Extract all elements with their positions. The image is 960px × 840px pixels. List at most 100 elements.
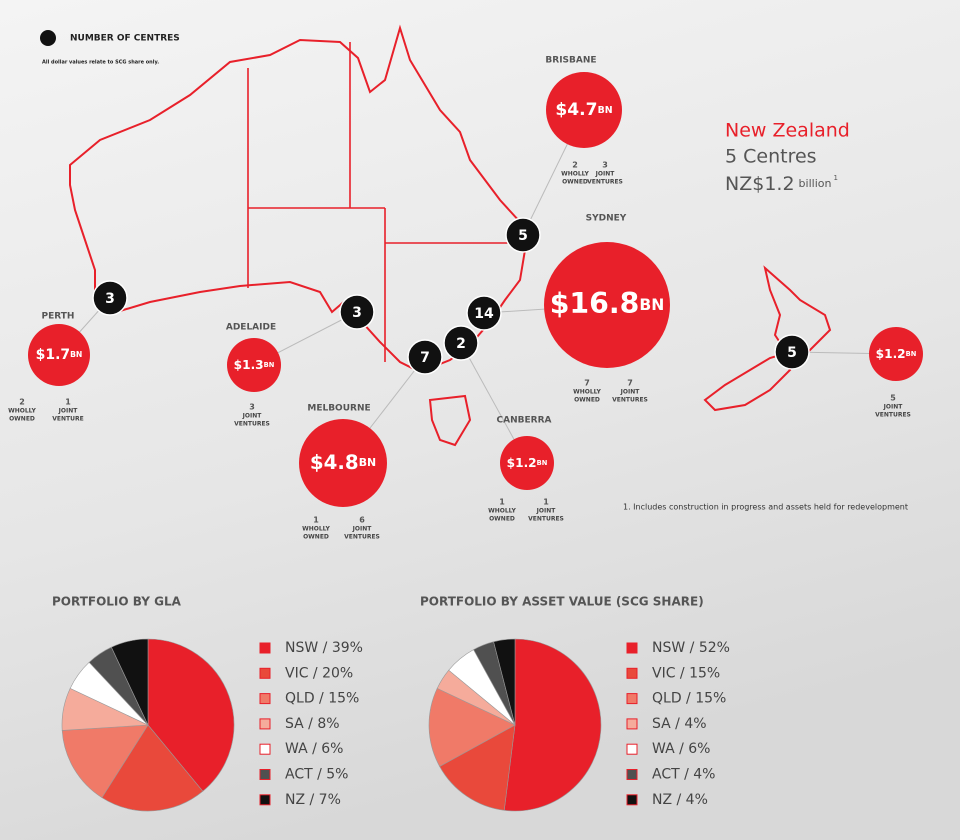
count-number: 2	[19, 398, 25, 407]
legend-label: SA / 8%	[285, 716, 340, 732]
legend-note: All dollar values relate to SCG share on…	[42, 60, 159, 66]
city-name: BRISBANE	[545, 56, 596, 66]
count-label: OWNED	[574, 397, 600, 404]
count-number: 7	[584, 379, 590, 388]
legend-label: NUMBER OF CENTRES	[70, 34, 180, 44]
amount: $1.7	[36, 347, 70, 363]
centre-count: 14	[474, 306, 494, 322]
legend-label: NSW / 39%	[285, 640, 363, 656]
count-label: OWNED	[562, 179, 588, 186]
count-label: WHOLLY	[302, 526, 330, 533]
bubble	[544, 242, 670, 368]
bubble	[546, 72, 622, 148]
legend-label: ACT / 4%	[652, 767, 716, 783]
pie-slice	[101, 724, 204, 812]
bubble-value: $16.8BN	[550, 287, 665, 320]
unit: BN	[639, 296, 664, 314]
footnote: 1. Includes construction in progress and…	[623, 503, 908, 512]
legend-swatch	[626, 693, 638, 705]
count-label: OWNED	[303, 534, 329, 541]
count-label: VENTURES	[612, 397, 648, 404]
legend-label: WA / 6%	[285, 741, 343, 757]
amount: $1.2	[876, 347, 906, 361]
bubble	[500, 436, 554, 490]
count-label: JOINT	[620, 389, 641, 396]
centre-marker	[774, 334, 810, 370]
legend-label: SA / 4%	[652, 716, 707, 732]
amount: $1.2	[507, 456, 537, 470]
nz-unit: billion	[799, 177, 832, 190]
legend-dot	[40, 30, 56, 46]
nz-value: NZ$1.2 billion 1	[725, 173, 838, 195]
count-label: VENTURES	[528, 516, 564, 523]
count-label: JOINT	[595, 171, 616, 178]
centre-marker	[92, 280, 128, 316]
count-number: 1	[65, 398, 71, 407]
bubble	[299, 419, 387, 507]
city-name: ADELAIDE	[226, 323, 276, 333]
legend-swatch	[626, 769, 638, 780]
centre-count: 7	[420, 350, 430, 366]
count-number: 1	[499, 498, 505, 507]
city-name: CANBERRA	[497, 416, 552, 426]
bubble-value: $1.3BN	[234, 358, 275, 372]
amount: $4.7	[555, 100, 597, 120]
nz-centres: 5 Centres	[725, 146, 817, 168]
count-label: VENTURES	[875, 412, 911, 419]
centre-count: 3	[105, 291, 115, 307]
amount: $16.8	[550, 287, 640, 320]
legend-label: WA / 6%	[652, 741, 710, 757]
legend-label: VIC / 15%	[652, 665, 720, 681]
centre-count: 3	[352, 305, 362, 321]
pie-slice	[61, 724, 149, 799]
legend-label: NSW / 52%	[652, 640, 730, 656]
legend-label: QLD / 15%	[285, 691, 359, 707]
count-label: JOINT	[58, 408, 79, 415]
bubble-value: $1.2BN	[507, 456, 548, 470]
unit: BN	[359, 456, 376, 469]
city-name: PERTH	[42, 312, 75, 322]
centre-marker	[505, 217, 541, 253]
legend-swatch	[259, 794, 271, 806]
count-label: VENTURE	[52, 416, 83, 423]
centre-marker	[443, 325, 479, 361]
legend-swatch	[626, 794, 638, 806]
legend-label: VIC / 20%	[285, 665, 353, 681]
amount: $1.3	[234, 358, 264, 372]
legend-swatch	[259, 642, 271, 654]
pie-slice	[147, 638, 235, 792]
centre-marker	[339, 294, 375, 330]
count-number: 6	[359, 516, 365, 525]
count-label: WHOLLY	[573, 389, 601, 396]
state-borders	[247, 42, 508, 362]
pie-slice	[503, 638, 602, 812]
unit: BN	[537, 459, 548, 467]
legend-swatch	[259, 743, 271, 755]
centre-count: 2	[456, 336, 466, 352]
bubble-value: $1.7BN	[36, 347, 83, 363]
nz-amount: NZ$1.2	[725, 173, 795, 195]
chart-title: PORTFOLIO BY GLA	[52, 595, 182, 609]
bubble	[28, 324, 90, 386]
count-label: VENTURES	[234, 421, 270, 428]
unit: BN	[70, 350, 82, 359]
count-label: WHOLLY	[488, 508, 516, 515]
legend-swatch	[626, 667, 638, 679]
legend-label: QLD / 15%	[652, 691, 726, 707]
bubble-value: $4.8BN	[310, 451, 376, 474]
unit: BN	[598, 105, 613, 116]
nz-title: New Zealand	[725, 120, 850, 142]
centre-marker	[466, 295, 502, 331]
count-number: 1	[543, 498, 549, 507]
unit: BN	[264, 361, 275, 369]
count-label: OWNED	[489, 516, 515, 523]
bubble-value: $4.7BN	[555, 100, 612, 120]
legend-swatch	[626, 743, 638, 755]
count-number: 7	[627, 379, 633, 388]
city-name: MELBOURNE	[307, 404, 370, 414]
city-name: SYDNEY	[586, 214, 627, 224]
content: $1.7BN3PERTH2WHOLLYOWNED1JOINTVENTURE$1.…	[8, 56, 923, 812]
pie-slice	[110, 638, 149, 726]
count-number: 1	[313, 516, 319, 525]
